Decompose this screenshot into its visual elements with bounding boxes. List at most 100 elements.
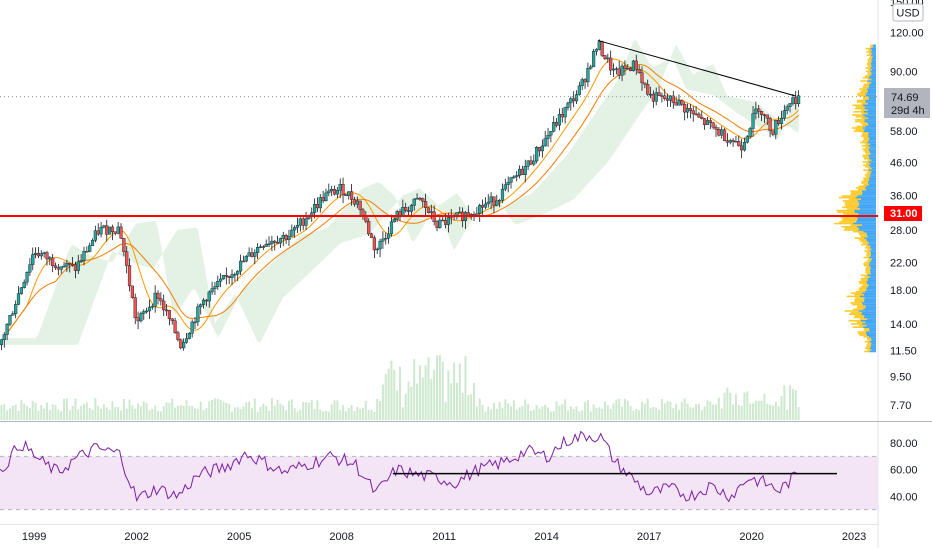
volume-bar [159,411,162,420]
volume-profile-up [863,104,876,107]
volume-profile-up [871,258,876,260]
volume-bar [208,401,211,420]
candle-body [102,225,106,228]
volume-bar [350,405,353,420]
volume-profile-down [869,55,873,58]
volume-bar [353,411,356,420]
volume-bar [572,408,575,420]
volume-bar [669,402,672,420]
volume-profile-up [870,70,876,73]
volume-profile-down [866,344,871,346]
volume-profile-down [861,133,869,136]
volume-profile-up [868,133,876,136]
rsi-axis[interactable]: 80.00 60.00 40.00 [890,438,918,503]
volume-profile-up [870,245,876,248]
currency-badge[interactable] [892,3,924,22]
candle-body [105,225,109,235]
candle-body [338,184,342,191]
volume-bar [347,408,350,420]
volume-bar [236,406,239,420]
volume-bar [202,410,205,420]
volume-bar [612,403,615,420]
volume-profile-down [861,144,869,147]
volume-bar [774,401,777,420]
volume-profile-up [869,136,876,139]
volume-profile-down [857,331,866,333]
volume-profile-up [868,86,876,89]
volume-profile-down [850,190,862,192]
candle-body [219,278,223,282]
candle-body [156,292,160,299]
volume-profile-down [855,128,865,131]
volume-profile-up [867,135,876,137]
volume-profile-down [863,83,870,86]
candle-body [233,273,237,276]
candle-body [85,251,89,253]
volume-profile-down [868,258,872,260]
volume-bar [749,403,752,420]
volume-bar [333,400,336,420]
volume-bar [777,406,780,420]
volume-profile-down [844,227,859,230]
volume-profile-down [863,156,869,158]
last-price-badge [884,88,930,118]
price-tick-label: 36.00 [890,191,918,203]
volume-bar [621,406,624,420]
candle-body [418,197,422,200]
volume-bar [384,374,387,420]
volume-profile-up [865,305,876,307]
volume-profile-down [856,101,866,103]
volume-profile-up [868,177,876,180]
volume-profile-up [862,303,876,306]
price-tick-label: 14.00 [890,319,918,331]
volume-profile-up [867,80,876,82]
volume-bar [216,399,219,420]
candle-body [591,51,596,68]
volume-profile-up [871,349,876,351]
volume-bar [259,406,262,420]
volume-bar [23,403,26,420]
candle-body [634,60,638,70]
candle-body [122,237,126,252]
volume-bar [512,400,515,420]
volume-profile-down [867,78,872,81]
candle-body [412,198,416,206]
volume-profile-down [867,72,872,74]
volume-bar [737,404,740,420]
volume-bar [410,386,413,420]
volume-bar [182,405,185,420]
volume-bar [453,362,456,420]
candle-body [557,113,562,126]
candle-body [139,313,143,322]
volume-bar [677,410,680,420]
volume-bar [663,403,666,420]
volume-bar [427,357,430,420]
resistance-trendline[interactable] [597,39,797,97]
volume-profile-down [844,203,859,205]
candle-body [253,252,257,257]
candle-body [429,211,433,213]
price-tick-label: 58.00 [890,126,918,138]
volume-bar [225,403,228,420]
volume-bar [683,398,686,420]
volume-bar [552,411,555,420]
candle-body [48,257,52,260]
volume-profile-up [867,274,876,277]
volume-bar [94,398,97,420]
volume-profile-down [850,292,863,294]
volume-bar [487,406,490,420]
volume-bar [359,408,362,420]
volume-bar [45,402,48,420]
volume-profile-up [858,227,876,230]
volume-bar [82,404,85,420]
volume-bar [569,406,572,420]
candle-body [190,321,194,334]
volume-profile-down [865,143,871,145]
candle-body [79,260,83,262]
rsi-band [0,456,878,510]
volume-profile-up [867,243,876,246]
volume-bar [179,405,182,420]
candle-body [93,230,97,241]
candle-body [583,79,587,83]
